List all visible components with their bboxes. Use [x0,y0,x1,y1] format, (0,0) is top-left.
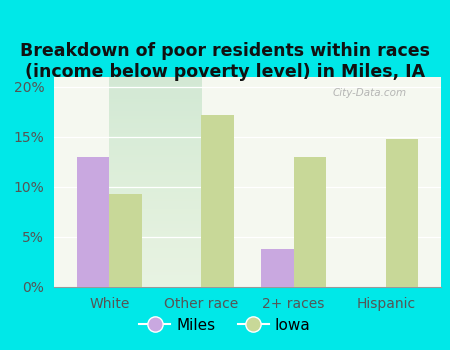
Text: City-Data.com: City-Data.com [333,88,407,98]
Bar [202,115,234,287]
Bar [109,194,142,287]
Bar [293,157,326,287]
Legend: Miles, Iowa: Miles, Iowa [133,312,317,339]
Bar [261,249,293,287]
Bar [77,157,109,287]
Bar [386,139,418,287]
Text: Breakdown of poor residents within races
(income below poverty level) in Miles, : Breakdown of poor residents within races… [20,42,430,81]
